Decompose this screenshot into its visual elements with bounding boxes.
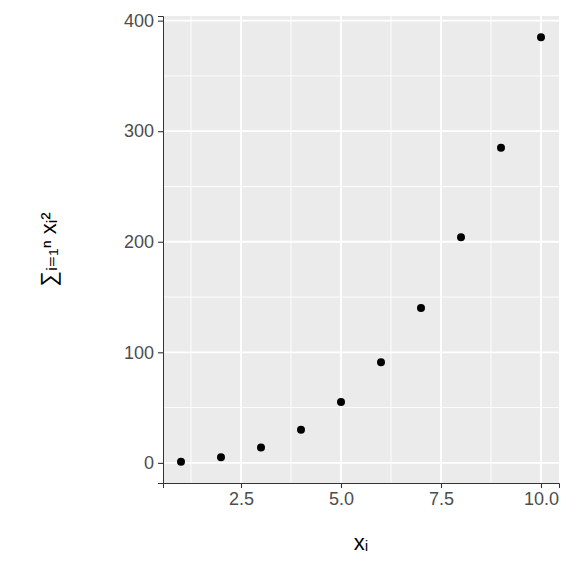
tick-mark: [441, 483, 442, 488]
y-axis: 0 100 200 300 400: [124, 11, 164, 484]
grid-line: [163, 20, 559, 22]
tick-mark: [158, 131, 163, 132]
grid-line: [163, 462, 559, 464]
grid-line: [163, 241, 559, 243]
grid-line: [163, 130, 559, 132]
point: [377, 358, 385, 366]
chart: 2.5 5.0 7.5 10.0 0 100 200 300 400 xᵢ ∑ᵢ₌₁ⁿ xᵢ²: [0, 0, 576, 576]
grid-line: [540, 16, 542, 483]
tick: 2.5: [229, 483, 254, 509]
grid-line: [440, 16, 442, 483]
axis-line: [158, 17, 164, 484]
panel-background: [163, 16, 559, 483]
tick-mark: [541, 483, 542, 488]
tick: 100: [124, 343, 163, 363]
minor-grid-line: [163, 407, 559, 408]
tick-label: 10.0: [524, 489, 559, 509]
minor-grid-line: [163, 186, 559, 187]
tick-label: 300: [124, 121, 154, 141]
point: [497, 144, 505, 152]
tick: 7.5: [429, 483, 454, 509]
x-axis-title: xᵢ: [354, 530, 368, 555]
minor-grid-line: [291, 16, 292, 483]
grid-line: [240, 16, 242, 483]
point: [217, 453, 225, 461]
tick-mark: [158, 21, 163, 22]
tick: 5.0: [329, 483, 354, 509]
point: [177, 458, 185, 466]
tick-label: 100: [124, 343, 154, 363]
minor-grid-line: [163, 75, 559, 76]
tick: 0: [144, 453, 163, 473]
point: [297, 426, 305, 434]
tick: 10.0: [524, 483, 559, 509]
plot: 2.5 5.0 7.5 10.0 0 100 200 300 400: [124, 11, 560, 509]
grid: [163, 16, 559, 483]
y-axis-title: ∑ᵢ₌₁ⁿ xᵢ²: [36, 212, 61, 286]
grid-line: [163, 351, 559, 353]
axis-line: [164, 484, 560, 489]
minor-grid-line: [163, 297, 559, 298]
tick: 200: [124, 232, 163, 252]
point: [457, 233, 465, 241]
point: [337, 398, 345, 406]
tick-label: 7.5: [429, 489, 454, 509]
tick-label: 5.0: [329, 489, 354, 509]
tick-mark: [158, 352, 163, 353]
minor-grid-line: [191, 16, 192, 483]
point: [537, 33, 545, 41]
minor-grid-line: [391, 16, 392, 483]
tick-mark: [158, 463, 163, 464]
points: [177, 33, 545, 466]
tick-label: 200: [124, 232, 154, 252]
tick-label: 2.5: [229, 489, 254, 509]
tick-mark: [158, 242, 163, 243]
tick: 300: [124, 121, 163, 141]
grid-line: [340, 16, 342, 483]
tick-label: 0: [144, 453, 154, 473]
tick-mark: [341, 483, 342, 488]
tick: 400: [124, 11, 163, 31]
point: [257, 443, 265, 451]
tick-mark: [241, 483, 242, 488]
point: [417, 304, 425, 312]
minor-grid-line: [491, 16, 492, 483]
x-axis: 2.5 5.0 7.5 10.0: [164, 483, 560, 509]
tick-label: 400: [124, 11, 154, 31]
